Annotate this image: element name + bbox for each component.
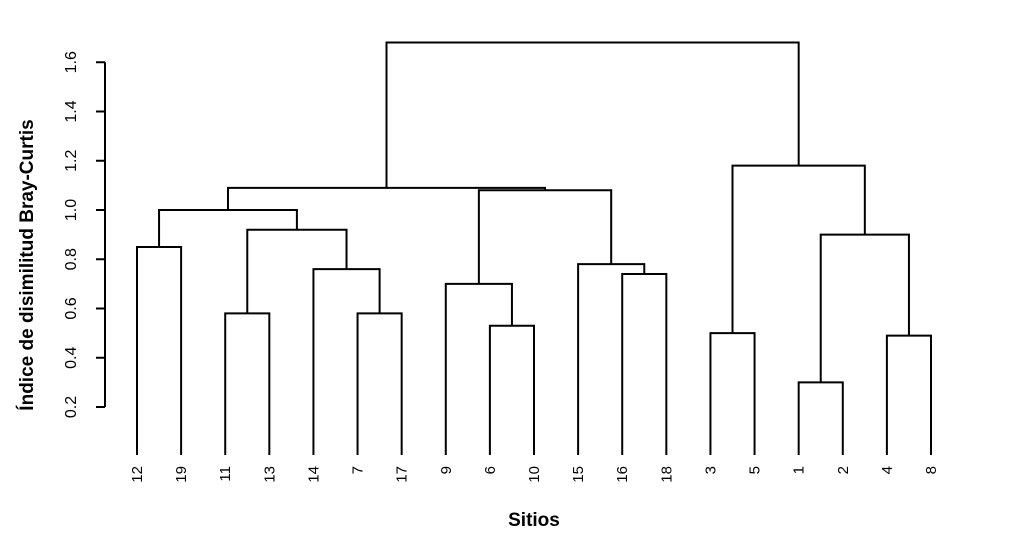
leaf-label-7: 7 <box>350 466 367 474</box>
y-tick-label: 0.6 <box>63 297 80 319</box>
y-axis: 0.2 0.4 0.6 0.8 1.0 1.2 1.4 1.6 <box>63 51 106 418</box>
leaf-label-16: 16 <box>614 466 631 483</box>
branch-m_right <box>731 164 866 334</box>
leaf-label-18: 18 <box>658 466 675 483</box>
leaf-label-6: 6 <box>482 466 499 474</box>
leaf-label-2: 2 <box>835 466 852 474</box>
leaf-label-10: 10 <box>526 466 543 483</box>
leaf-label-9: 9 <box>438 466 455 474</box>
y-axis-title: Índice de disimilitud Bray-Curtis <box>16 119 38 410</box>
leaf-label-19: 19 <box>173 466 190 483</box>
y-tick-label: 0.4 <box>63 347 80 369</box>
leaf-label-3: 3 <box>702 466 719 474</box>
branch-m_6_10 <box>488 324 535 455</box>
branch-m_1_2 <box>797 381 844 455</box>
branch-m_15_16_18 <box>577 263 646 455</box>
leaf-label-8: 8 <box>923 466 940 474</box>
leaf-label-13: 13 <box>261 466 278 483</box>
branch-m_11_13 <box>224 312 271 455</box>
leaf-label-17: 17 <box>394 466 411 483</box>
branch-m_12_19 <box>136 245 183 455</box>
branch-m_11_14 <box>246 228 348 314</box>
branch-m_4_8 <box>885 334 932 455</box>
y-tick-label: 0.2 <box>63 396 80 418</box>
branch-m_12_11 <box>158 209 298 247</box>
branch-m_1_2_4_8 <box>819 233 910 383</box>
branch-m_14_7_17 <box>312 268 381 455</box>
y-tick-label: 1.6 <box>63 51 80 73</box>
y-tick-label: 1.2 <box>63 150 80 172</box>
x-axis-title: Sitios <box>508 510 560 531</box>
leaf-labels: 12 19 11 13 14 7 17 9 6 10 15 16 18 3 5 1 2 4 8 <box>129 466 940 483</box>
leaf-label-4: 4 <box>879 466 896 474</box>
dendrogram-branches <box>136 41 932 455</box>
y-tick-label: 1.0 <box>63 199 80 221</box>
leaf-label-1: 1 <box>791 466 808 474</box>
branch-m_16_18 <box>621 273 668 455</box>
leaf-label-14: 14 <box>305 466 322 483</box>
y-tick-label: 1.4 <box>63 100 80 122</box>
y-tick-label: 0.8 <box>63 248 80 270</box>
leaf-label-5: 5 <box>747 466 764 474</box>
branch-m_9_6_10 <box>444 282 513 455</box>
branch-m_3_5 <box>709 332 756 455</box>
branch-m_7_17 <box>356 312 403 455</box>
leaf-label-12: 12 <box>129 466 146 483</box>
branch-m_9_15 <box>477 189 613 284</box>
leaf-label-11: 11 <box>217 466 234 482</box>
leaf-label-15: 15 <box>570 466 587 483</box>
branch-m_root <box>385 41 800 188</box>
